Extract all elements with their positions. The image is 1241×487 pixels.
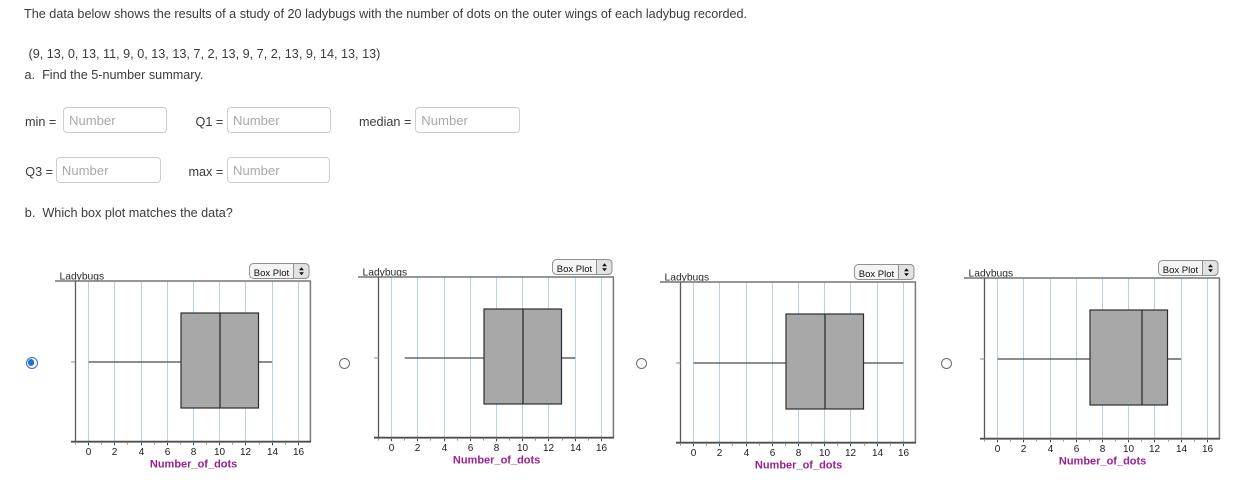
svg-text:16: 16: [596, 443, 608, 454]
svg-text:Number_of_dots: Number_of_dots: [1059, 456, 1146, 468]
svg-text:4: 4: [442, 443, 448, 454]
svg-text:2: 2: [415, 443, 421, 454]
svg-text:0: 0: [691, 448, 697, 459]
svg-text:0: 0: [86, 447, 92, 458]
svg-text:16: 16: [1202, 444, 1214, 455]
svg-text:4: 4: [1048, 444, 1054, 455]
svg-text:4: 4: [139, 447, 145, 458]
svg-text:Box Plot: Box Plot: [859, 269, 895, 280]
svg-text:10: 10: [1123, 444, 1135, 455]
svg-text:6: 6: [1074, 444, 1080, 455]
svg-text:16: 16: [898, 448, 910, 459]
svg-text:8: 8: [494, 443, 500, 454]
svg-text:10: 10: [517, 443, 529, 454]
svg-text:Ladybugs: Ladybugs: [665, 272, 710, 283]
svg-text:6: 6: [165, 447, 171, 458]
svg-text:10: 10: [214, 447, 226, 458]
svg-text:6: 6: [468, 443, 474, 454]
svg-text:8: 8: [191, 447, 197, 458]
svg-text:6: 6: [770, 448, 776, 459]
svg-text:14: 14: [570, 443, 582, 454]
svg-text:10: 10: [819, 448, 831, 459]
svg-text:0: 0: [995, 444, 1001, 455]
svg-text:Box Plot: Box Plot: [557, 264, 593, 275]
svg-text:8: 8: [1100, 444, 1106, 455]
svg-text:2: 2: [112, 447, 118, 458]
svg-text:14: 14: [267, 447, 279, 458]
svg-text:Ladybugs: Ladybugs: [363, 267, 408, 278]
svg-text:4: 4: [744, 448, 750, 459]
svg-text:2: 2: [717, 448, 723, 459]
svg-text:0: 0: [389, 443, 395, 454]
svg-text:Box Plot: Box Plot: [254, 268, 290, 279]
svg-text:16: 16: [293, 447, 305, 458]
svg-text:14: 14: [872, 448, 884, 459]
svg-text:12: 12: [543, 443, 555, 454]
svg-text:12: 12: [845, 448, 857, 459]
svg-text:12: 12: [1149, 444, 1161, 455]
svg-text:2: 2: [1021, 444, 1027, 455]
svg-text:12: 12: [240, 447, 252, 458]
svg-text:Ladybugs: Ladybugs: [969, 268, 1014, 279]
svg-text:8: 8: [796, 448, 802, 459]
svg-text:Ladybugs: Ladybugs: [60, 271, 105, 282]
svg-text:Number_of_dots: Number_of_dots: [453, 455, 540, 467]
svg-text:14: 14: [1176, 444, 1188, 455]
svg-text:Number_of_dots: Number_of_dots: [755, 460, 842, 472]
svg-text:Box Plot: Box Plot: [1163, 265, 1199, 276]
svg-text:Number_of_dots: Number_of_dots: [150, 459, 237, 471]
